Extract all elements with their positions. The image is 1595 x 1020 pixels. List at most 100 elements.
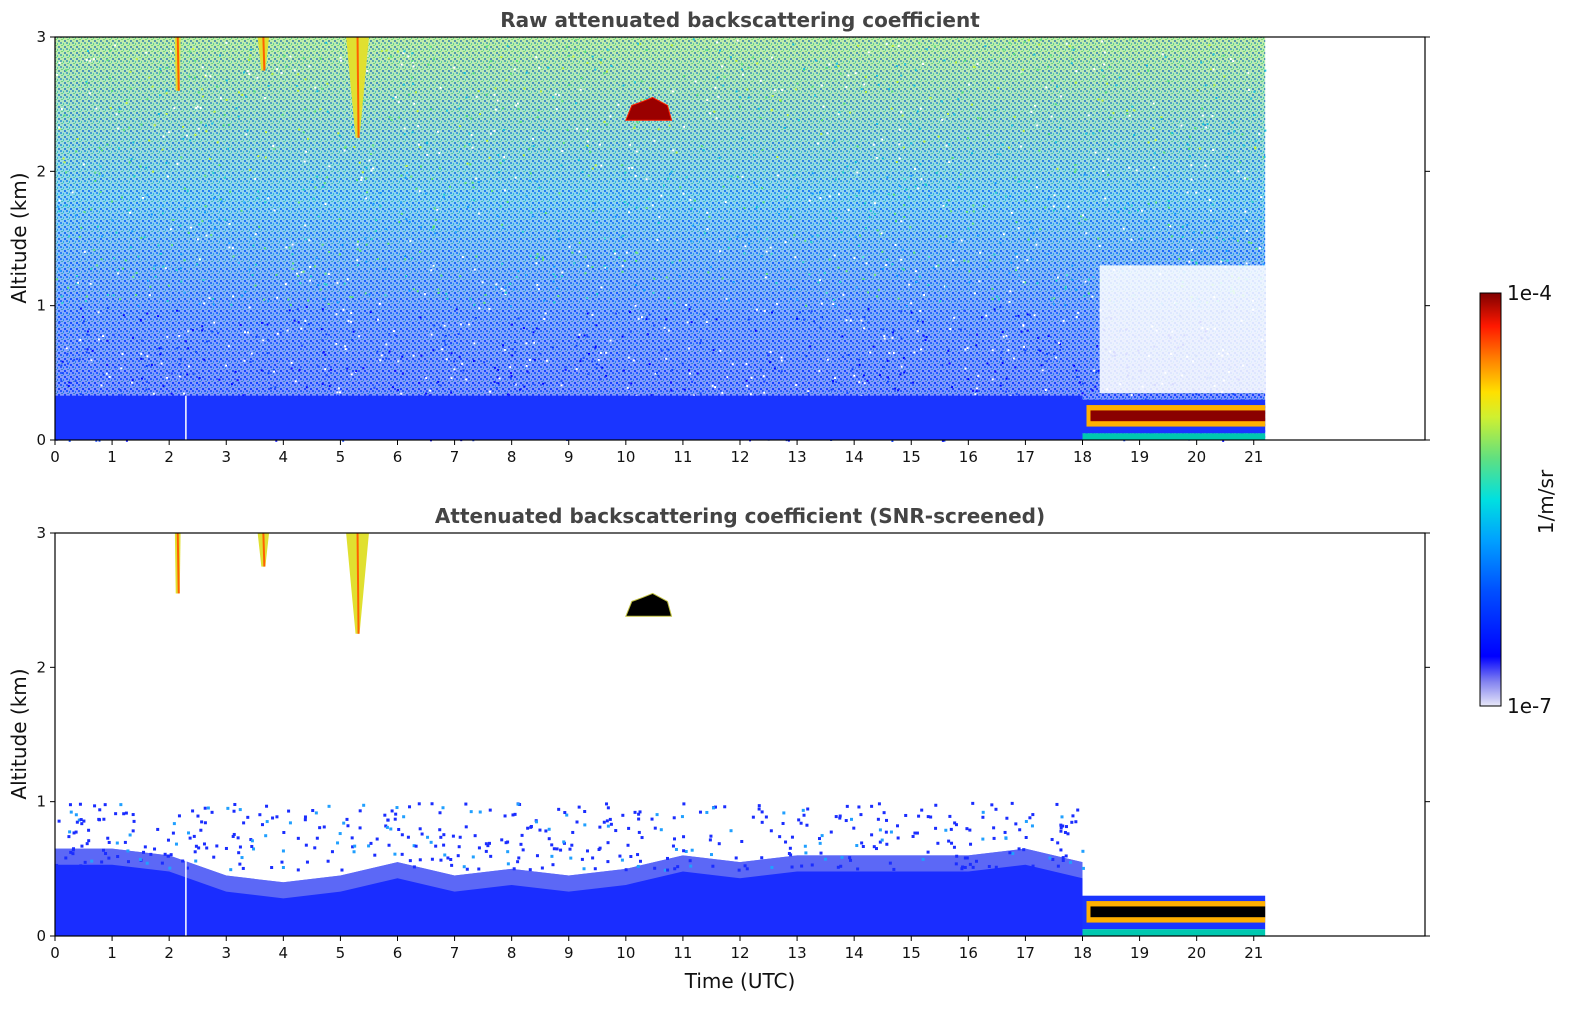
plume-pixel <box>314 811 318 815</box>
noise-speckle <box>539 90 542 93</box>
noise-speckle <box>1095 371 1098 374</box>
panel-screened-title: Attenuated backscattering coefficient (S… <box>435 504 1045 528</box>
noise-speckle <box>211 297 214 300</box>
plume-pixel <box>947 839 951 843</box>
noise-speckle <box>190 226 193 229</box>
noise-speckle <box>941 364 944 367</box>
plume-pixel <box>77 818 81 822</box>
noise-speckle <box>736 235 739 238</box>
noise-speckle <box>660 194 663 197</box>
noise-speckle <box>86 348 89 351</box>
noise-speckle <box>404 255 407 258</box>
noise-speckle <box>131 381 134 384</box>
noise-speckle <box>132 275 135 278</box>
noise-speckle <box>515 275 518 278</box>
plume-pixel <box>559 848 563 852</box>
noise-speckle <box>1171 235 1174 238</box>
noise-speckle <box>655 371 658 374</box>
noise-speckle <box>945 285 948 288</box>
data-gap-line <box>185 852 187 936</box>
noise-speckle <box>1022 130 1025 133</box>
plume-pixel <box>478 810 482 814</box>
noise-speckle <box>1020 72 1023 75</box>
noise-speckle <box>514 383 517 386</box>
noise-speckle <box>541 256 544 259</box>
noise-speckle <box>770 311 773 314</box>
noise-speckle <box>529 254 532 257</box>
noise-speckle <box>896 80 899 83</box>
plume-pixel <box>1066 832 1070 836</box>
noise-speckle <box>892 352 895 355</box>
noise-speckle <box>894 387 897 390</box>
noise-speckle <box>209 75 212 78</box>
noise-speckle <box>1190 178 1193 181</box>
noise-speckle <box>1015 221 1018 224</box>
noise-speckle <box>900 111 903 114</box>
plume-pixel <box>100 860 104 864</box>
noise-speckle <box>262 339 265 342</box>
noise-speckle <box>779 99 782 102</box>
noise-speckle <box>584 272 587 275</box>
noise-speckle <box>688 369 691 372</box>
plume-pixel <box>934 803 938 807</box>
noise-speckle <box>1022 68 1025 71</box>
noise-speckle <box>123 129 126 132</box>
noise-speckle <box>700 145 703 148</box>
noise-speckle <box>133 175 136 178</box>
noise-speckle <box>574 39 577 42</box>
noise-speckle <box>820 302 823 305</box>
plume-pixel <box>338 832 342 836</box>
noise-speckle <box>1006 340 1009 343</box>
noise-speckle <box>506 45 509 48</box>
plume-pixel <box>473 834 477 838</box>
plume-pixel <box>265 820 269 824</box>
noise-speckle <box>872 143 875 146</box>
noise-speckle <box>577 159 580 162</box>
noise-speckle <box>614 215 617 218</box>
noise-speckle <box>131 379 134 382</box>
noise-speckle <box>1094 385 1097 388</box>
plume-pixel <box>571 830 575 834</box>
noise-speckle <box>173 107 176 110</box>
plume-pixel <box>1071 814 1075 818</box>
noise-speckle <box>696 372 699 375</box>
noise-speckle <box>1103 63 1106 66</box>
noise-speckle <box>673 302 676 305</box>
noise-speckle <box>443 324 446 327</box>
plume-pixel <box>67 835 71 839</box>
noise-speckle <box>645 178 648 181</box>
plume-pixel <box>85 842 89 846</box>
noise-speckle <box>829 210 832 213</box>
noise-speckle <box>227 345 230 348</box>
noise-speckle <box>120 394 123 397</box>
noise-speckle <box>500 287 503 290</box>
plume-pixel <box>345 817 349 821</box>
noise-speckle <box>811 85 814 88</box>
noise-speckle <box>574 48 577 51</box>
plume-pixel <box>953 821 957 825</box>
noise-speckle <box>356 259 359 262</box>
noise-speckle <box>336 281 339 284</box>
noise-speckle <box>863 382 866 385</box>
noise-speckle <box>760 255 763 258</box>
noise-speckle <box>1071 264 1074 267</box>
noise-speckle <box>876 295 879 298</box>
plume-pixel <box>72 847 76 851</box>
plume-pixel <box>672 837 676 841</box>
plume-pixel <box>781 821 785 825</box>
noise-speckle <box>881 268 884 271</box>
noise-speckle <box>347 319 350 322</box>
cloud <box>625 96 673 121</box>
noise-speckle <box>833 140 836 143</box>
noise-speckle <box>640 316 643 319</box>
noise-speckle <box>60 364 63 367</box>
noise-speckle <box>165 92 168 95</box>
noise-speckle <box>646 333 649 336</box>
noise-speckle <box>464 182 467 185</box>
noise-speckle <box>915 270 918 273</box>
noise-speckle <box>1001 143 1004 146</box>
noise-speckle <box>886 376 889 379</box>
noise-speckle <box>328 250 331 253</box>
noise-speckle <box>443 193 446 196</box>
noise-speckle <box>276 332 279 335</box>
